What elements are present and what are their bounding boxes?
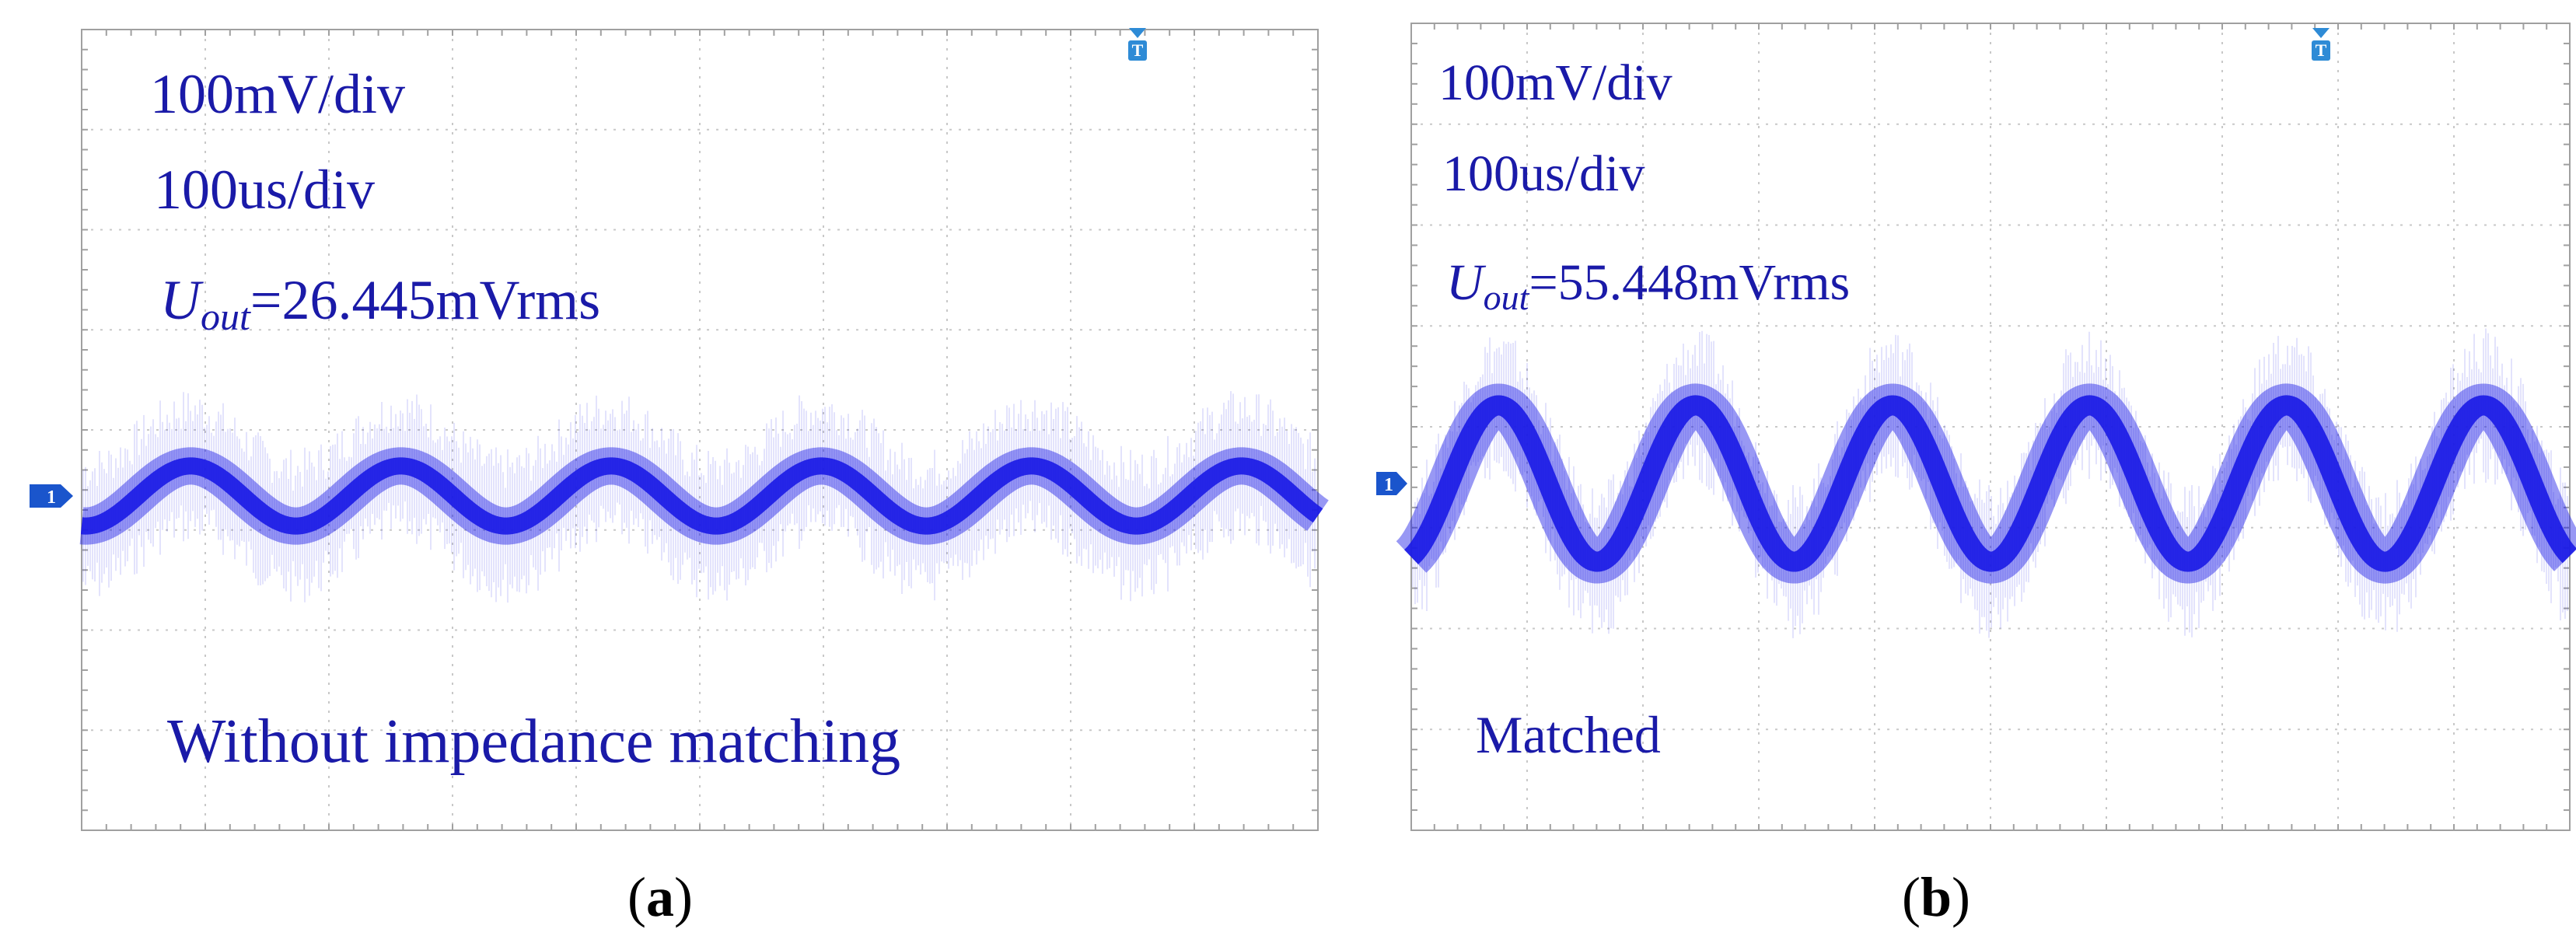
channel-marker-label: 1	[1384, 475, 1393, 495]
trace-a	[65, 391, 1335, 603]
measurement-symbol: U	[1446, 254, 1487, 311]
trigger-marker-icon: T	[1128, 28, 1147, 61]
panel-b: T 1 100mV/div 100us/div Uout=55.448mVrms…	[1376, 23, 2576, 928]
volts-per-div-label: 100mV/div	[150, 63, 405, 125]
trace-line	[1403, 395, 2576, 572]
panel-a: T 1 100mV/div 100us/div Uout=26.445mVrms…	[30, 28, 1335, 928]
grid-a	[81, 29, 1319, 831]
measurement-value: =55.448mVrms	[1529, 254, 1850, 311]
channel-marker-icon: 1	[30, 484, 73, 508]
trigger-marker-label: T	[1132, 40, 1144, 60]
volts-per-div-label: 100mV/div	[1438, 54, 1672, 111]
annotation-label: Matched	[1476, 705, 1661, 764]
measurement-subscript: out	[201, 295, 251, 338]
time-per-div-label: 100us/div	[154, 159, 375, 221]
panel-caption: (a)	[627, 866, 693, 928]
measurement-readout: Uout=55.448mVrms	[1446, 254, 1850, 317]
time-per-div-label: 100us/div	[1442, 145, 1645, 202]
channel-marker-icon: 1	[1376, 472, 1407, 495]
trace-noise	[1412, 328, 2568, 638]
trace-b	[1391, 328, 2576, 638]
measurement-subscript: out	[1484, 278, 1530, 317]
trace-line	[75, 457, 1325, 535]
channel-marker-label: 1	[47, 487, 56, 508]
measurement-symbol: U	[160, 269, 204, 331]
trace-band	[1391, 383, 2576, 584]
grid-b	[1410, 23, 2571, 831]
trigger-marker-label: T	[2316, 40, 2327, 60]
annotation-label: Without impedance matching	[167, 707, 900, 776]
measurement-value: =26.445mVrms	[250, 269, 600, 331]
measurement-readout: Uout=26.445mVrms	[160, 269, 600, 338]
trigger-marker-icon: T	[2312, 28, 2330, 61]
panel-caption: (b)	[1902, 866, 1970, 928]
